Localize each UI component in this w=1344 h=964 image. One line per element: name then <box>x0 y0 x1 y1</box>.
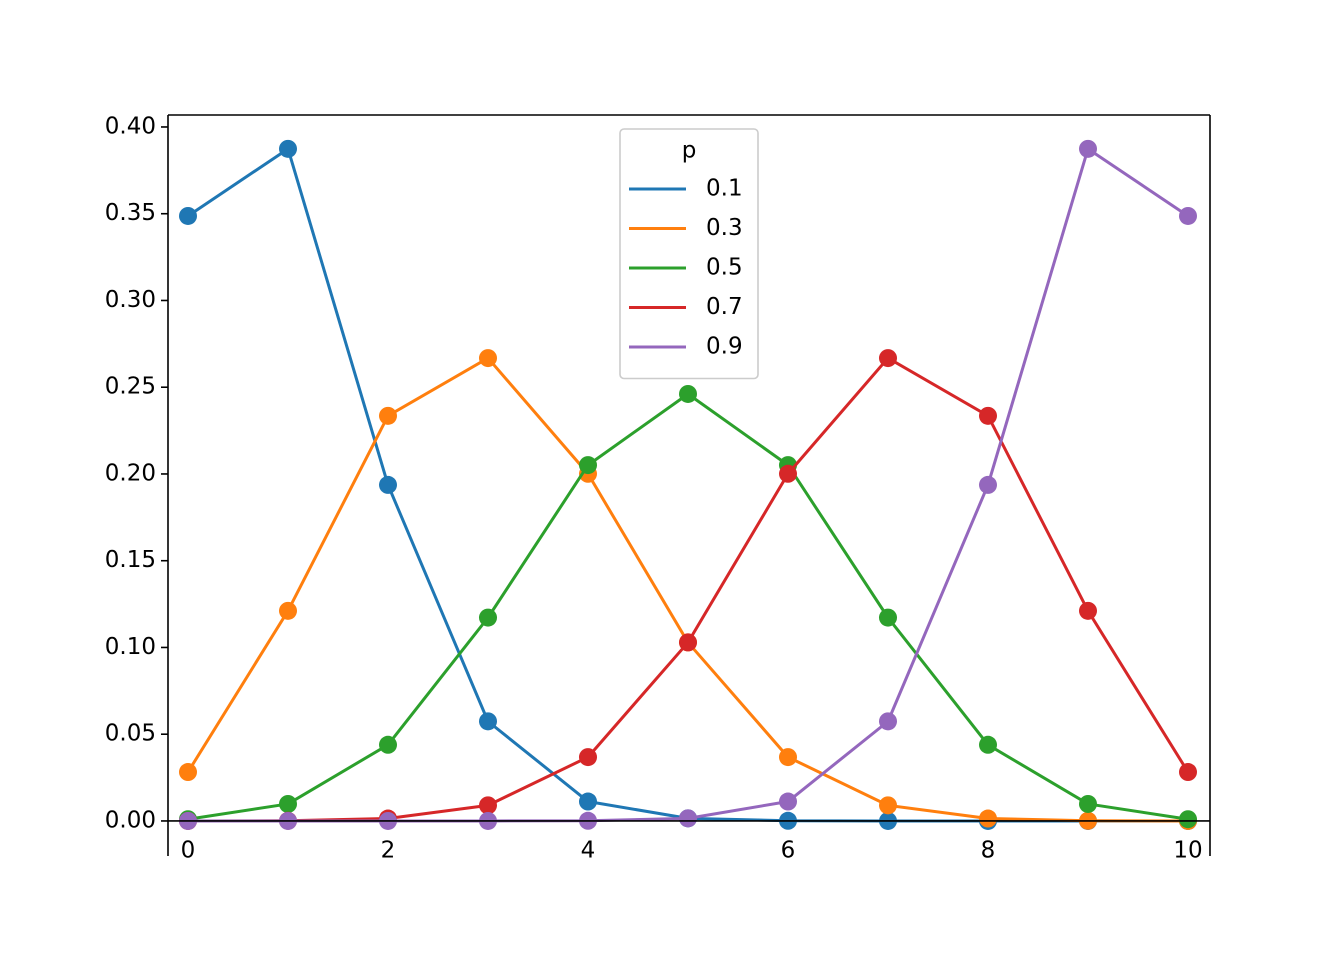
series-marker <box>879 349 897 368</box>
series-marker <box>879 796 897 815</box>
x-tick-label: 8 <box>981 837 996 863</box>
y-tick-label: 0.35 <box>105 200 156 226</box>
series-marker <box>979 406 997 425</box>
series-marker <box>379 406 397 425</box>
y-tick-label: 0.10 <box>105 634 156 660</box>
legend-label: 0.3 <box>706 215 743 241</box>
series-marker <box>279 139 297 158</box>
series-marker <box>679 384 697 403</box>
series-marker <box>679 809 697 828</box>
series-marker <box>579 792 597 811</box>
series-marker <box>179 763 197 782</box>
legend-label: 0.9 <box>706 334 743 360</box>
x-tick-label: 0 <box>181 837 196 863</box>
series-marker <box>879 712 897 731</box>
y-tick-label: 0.40 <box>105 113 156 139</box>
legend-title: p <box>682 138 697 164</box>
series-marker <box>979 735 997 754</box>
y-tick-label: 0.05 <box>105 721 156 747</box>
series-marker <box>979 809 997 828</box>
series-marker <box>279 794 297 813</box>
series-marker <box>1179 810 1197 829</box>
series-marker <box>879 608 897 627</box>
legend-label: 0.5 <box>706 255 743 281</box>
y-tick-label: 0.30 <box>105 287 156 313</box>
series-marker <box>779 748 797 767</box>
y-tick-label: 0.25 <box>105 374 156 400</box>
series-marker <box>979 475 997 494</box>
y-tick-label: 0.20 <box>105 460 156 486</box>
legend-label: 0.7 <box>706 294 743 320</box>
series-marker <box>1079 601 1097 620</box>
y-tick-label: 0.00 <box>105 807 156 833</box>
series-marker <box>379 735 397 754</box>
legend-box <box>619 128 759 380</box>
series-marker <box>279 601 297 620</box>
x-tick-label: 6 <box>781 837 796 863</box>
series-marker <box>1179 206 1197 225</box>
x-tick-label: 4 <box>581 837 596 863</box>
series-marker <box>579 456 597 475</box>
legend-label: 0.1 <box>706 176 743 202</box>
x-tick-label: 2 <box>381 837 396 863</box>
y-tick-label: 0.15 <box>105 547 156 573</box>
series-marker <box>479 796 497 815</box>
series-marker <box>779 464 797 483</box>
series-marker <box>1179 763 1197 782</box>
series-marker <box>479 712 497 731</box>
series-marker <box>179 206 197 225</box>
series-marker <box>779 792 797 811</box>
series-marker <box>479 608 497 627</box>
series-marker <box>679 633 697 652</box>
series-marker <box>579 748 597 767</box>
x-tick-label: 10 <box>1173 837 1202 863</box>
series-marker <box>479 349 497 368</box>
series-marker <box>1079 794 1097 813</box>
series-marker <box>1079 139 1097 158</box>
series-marker <box>379 475 397 494</box>
